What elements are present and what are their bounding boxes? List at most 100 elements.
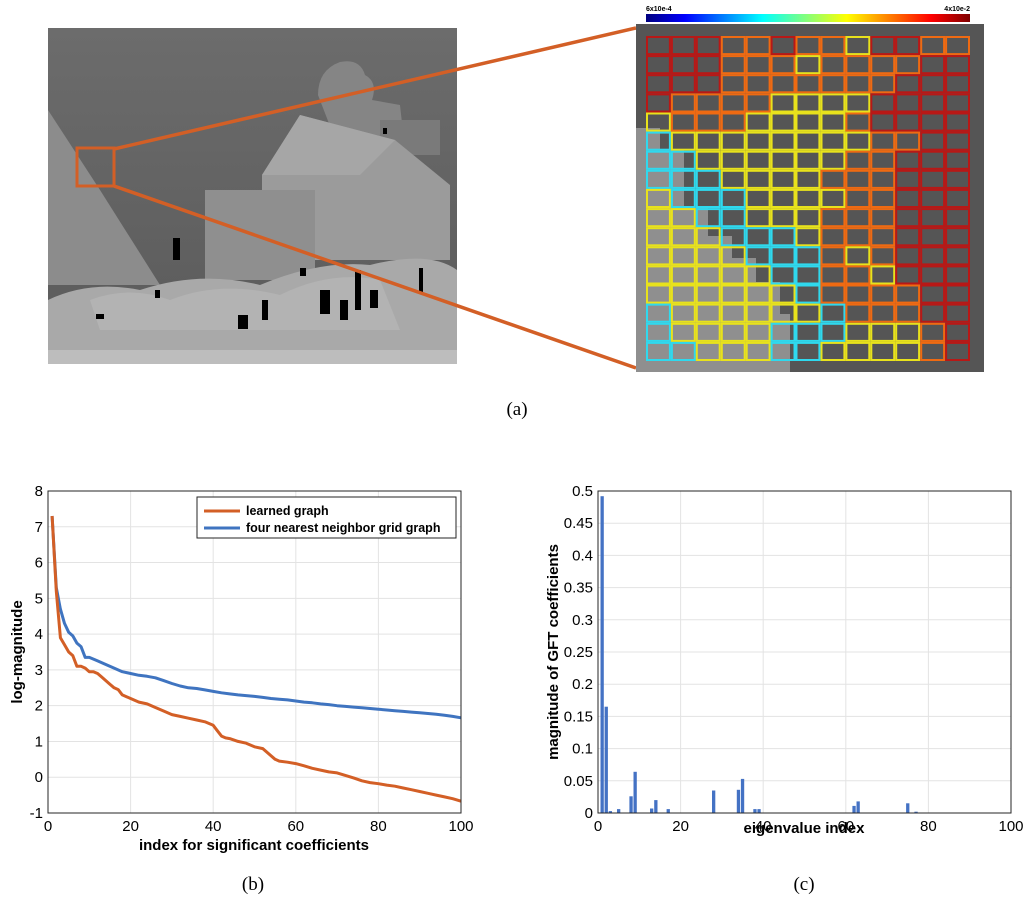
grid-cell bbox=[870, 131, 896, 151]
grid-cell bbox=[870, 303, 896, 323]
grid-cell bbox=[720, 74, 746, 94]
grid-cell bbox=[646, 74, 671, 94]
grid-cell bbox=[820, 322, 846, 342]
grid-cell bbox=[845, 74, 871, 94]
grid-cell bbox=[795, 322, 821, 342]
x-tick-label: 20 bbox=[122, 818, 139, 835]
grid-cell bbox=[870, 208, 896, 228]
x-tick-label: 100 bbox=[448, 818, 473, 835]
grid-cell bbox=[770, 303, 796, 323]
grid-cell bbox=[920, 246, 946, 266]
grid-cell bbox=[745, 265, 771, 285]
bar bbox=[736, 789, 741, 813]
grid-cell bbox=[646, 284, 671, 304]
grid-cell bbox=[745, 131, 771, 151]
chart-c-grid bbox=[597, 490, 1012, 814]
grid-cell bbox=[720, 341, 746, 361]
grid-cell bbox=[695, 74, 721, 94]
grid-cell bbox=[870, 284, 896, 304]
chart-b-frame bbox=[47, 490, 462, 814]
grid-cell bbox=[920, 74, 946, 94]
y-tick-label: 5 bbox=[35, 590, 43, 607]
grid-cell bbox=[720, 208, 746, 228]
grid-cell bbox=[870, 227, 896, 247]
grid-cell bbox=[820, 284, 846, 304]
y-tick-label: -1 bbox=[30, 805, 43, 822]
x-tick-label: 80 bbox=[370, 818, 387, 835]
grid-cell bbox=[945, 74, 970, 94]
grid-cell bbox=[845, 265, 871, 285]
grid-cell bbox=[670, 322, 696, 342]
grid-cell bbox=[795, 303, 821, 323]
chart-b-ylabel: log-magnitude bbox=[9, 600, 26, 703]
caption-b: (b) bbox=[242, 874, 264, 895]
grid-cell bbox=[770, 112, 796, 132]
bar bbox=[604, 706, 608, 813]
grid-cell bbox=[820, 188, 846, 208]
grid-cell bbox=[845, 322, 871, 342]
grid-cell bbox=[745, 112, 771, 132]
panel-a: 6x10e-4 4x10e-2 (a) bbox=[48, 6, 984, 420]
grid-cell bbox=[670, 55, 696, 75]
chart-b-grid bbox=[47, 490, 462, 814]
series-line bbox=[50, 515, 462, 720]
grid-cell bbox=[895, 55, 921, 75]
grid-cell bbox=[870, 246, 896, 266]
x-tick-label: 20 bbox=[672, 818, 689, 835]
grid-cell bbox=[895, 208, 921, 228]
grid-cell bbox=[795, 55, 821, 75]
grid-cell bbox=[770, 150, 796, 170]
x-tick-label: 60 bbox=[287, 818, 304, 835]
y-tick-label: 0.3 bbox=[572, 612, 593, 629]
grid-cell bbox=[670, 303, 696, 323]
grid-cell bbox=[646, 208, 671, 228]
grid-cell bbox=[720, 169, 746, 189]
colorbar-max-label: 4x10e-2 bbox=[944, 6, 970, 13]
grid-cell bbox=[670, 112, 696, 132]
chart-b-xlabel: index for significant coefficients bbox=[139, 837, 369, 854]
grid-cell bbox=[695, 227, 721, 247]
grid-cell bbox=[870, 265, 896, 285]
grid-cell bbox=[646, 36, 671, 56]
grid-cell bbox=[945, 188, 970, 208]
grid-cell bbox=[745, 322, 771, 342]
grid-cell bbox=[670, 74, 696, 94]
y-tick-label: 0.05 bbox=[564, 773, 593, 790]
x-tick-label: 40 bbox=[755, 818, 772, 835]
grid-cell bbox=[845, 112, 871, 132]
colorbar bbox=[646, 14, 970, 22]
y-tick-label: 0 bbox=[35, 769, 43, 786]
grid-cell bbox=[845, 188, 871, 208]
x-tick-label: 60 bbox=[837, 818, 854, 835]
grid-cell bbox=[845, 36, 871, 56]
y-tick-label: 2 bbox=[35, 698, 43, 715]
grid-cell bbox=[646, 169, 671, 189]
grid-cell bbox=[795, 112, 821, 132]
grid-cell bbox=[945, 284, 970, 304]
grid-cell bbox=[845, 55, 871, 75]
caption-c: (c) bbox=[793, 874, 814, 895]
grid-cell bbox=[895, 93, 921, 113]
chart-b-legend: learned graph four nearest neighbor grid… bbox=[196, 496, 457, 539]
grid-cell bbox=[795, 341, 821, 361]
bar bbox=[600, 496, 604, 813]
grid-cell bbox=[695, 284, 721, 304]
grid-cell bbox=[945, 93, 970, 113]
grid-cell bbox=[895, 112, 921, 132]
grid-cell bbox=[695, 112, 721, 132]
grid-cell bbox=[670, 227, 696, 247]
grid-cell bbox=[646, 55, 671, 75]
grid-cell bbox=[770, 341, 796, 361]
grid-cell bbox=[720, 93, 746, 113]
grid-cell bbox=[845, 150, 871, 170]
grid-cell bbox=[820, 246, 846, 266]
y-tick-label: 4 bbox=[35, 626, 43, 643]
graph-grid bbox=[646, 36, 970, 361]
grid-cell bbox=[845, 284, 871, 304]
grid-cell bbox=[770, 55, 796, 75]
bar bbox=[712, 790, 716, 813]
grid-cell bbox=[720, 284, 746, 304]
grid-cell bbox=[870, 341, 896, 361]
grid-cell bbox=[820, 74, 846, 94]
grid-cell bbox=[720, 303, 746, 323]
